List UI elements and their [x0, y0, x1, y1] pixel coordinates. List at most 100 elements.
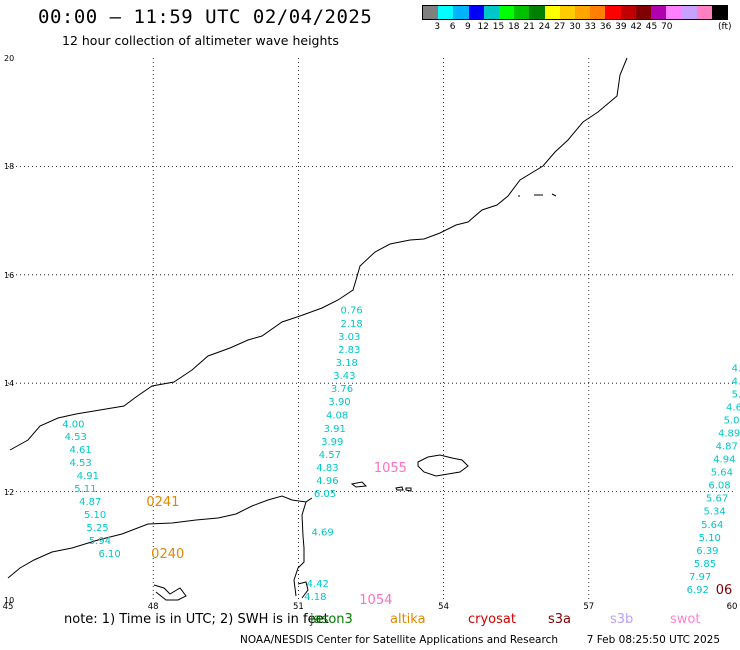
- colorbar-swatch: [544, 6, 560, 19]
- wave-height-value: 4.53: [69, 458, 91, 469]
- wave-height-value: 4.6: [726, 403, 740, 414]
- coastline-socotra: [417, 454, 469, 477]
- wave-height-value: 4.69: [311, 528, 333, 539]
- footer-credit-row: NOAA/NESDIS Center for Satellite Applica…: [240, 634, 720, 646]
- longitude-label: 45: [2, 602, 14, 612]
- colorbar-swatch: [468, 6, 484, 19]
- wave-height-value: 6.10: [99, 549, 121, 560]
- wave-height-value: 4.57: [319, 450, 341, 461]
- wave-height-value: 3.43: [333, 371, 355, 382]
- wave-height-value: 4.18: [304, 592, 326, 603]
- colorbar-swatch: [559, 6, 576, 19]
- longitude-label: 48: [147, 602, 159, 612]
- wave-height-value: 4.61: [69, 445, 91, 456]
- altimeter-tracks: 4.00 4.53 4.61 4.53 4.91 5.11 4.87 5.10 5.25 5.94…: [62, 305, 740, 603]
- wave-height-value: 5.64: [701, 520, 723, 531]
- colorbar-swatch: [605, 6, 621, 19]
- wave-height-value: 4.08: [326, 411, 348, 422]
- latitude-label: 14: [4, 379, 15, 389]
- wave-height-value: 4.96: [316, 476, 338, 487]
- colorbar-tick-label: 18: [508, 22, 520, 32]
- wave-height-value: 2.83: [338, 345, 360, 356]
- wave-height-value: 4.83: [316, 463, 338, 474]
- wave-height-value: 4.94: [713, 455, 735, 466]
- coastline: [7, 57, 628, 601]
- wave-height-value: 5.25: [86, 523, 108, 534]
- colorbar-swatch: [590, 6, 606, 19]
- colorbar-swatch: [681, 6, 697, 19]
- wave-height-value: 3.91: [324, 424, 346, 435]
- coastline-abd-al-kuri: [350, 481, 368, 488]
- coastline-islet-1: [395, 486, 404, 491]
- wave-height-value: 3.18: [336, 358, 358, 369]
- coastline-horn-of-africa: [7, 495, 313, 597]
- wave-height-value: 6.08: [708, 481, 730, 492]
- wave-height-value: 4.91: [77, 471, 99, 482]
- colorbar-swatch: [651, 6, 667, 19]
- map-subtitle: 12 hour collection of altimeter wave hei…: [62, 33, 339, 48]
- colorbar-swatch: [620, 6, 636, 19]
- colorbar-tick-label: 6: [449, 22, 456, 32]
- colorbar-tick-label: 36: [599, 22, 612, 32]
- satellite-legend-s3a: s3a: [548, 612, 572, 627]
- wave-height-value: 6.92: [687, 585, 709, 596]
- colorbar-swatch: [529, 6, 545, 19]
- longitude-label: 51: [292, 602, 304, 612]
- satellite-legend-cryosat: cryosat: [468, 612, 516, 627]
- latitude-label: 18: [4, 162, 15, 172]
- pass-time-label: 06: [716, 583, 733, 598]
- wave-height-value: 4.: [732, 363, 740, 374]
- wave-height-value: 4.42: [307, 579, 329, 590]
- colorbar-tick-label: 21: [523, 22, 535, 32]
- colorbar-swatch: [666, 6, 682, 19]
- pass-time-label: 1055: [374, 461, 407, 476]
- map-gridlines: [8, 58, 734, 600]
- wave-height-value: 5.10: [84, 510, 106, 521]
- satellite-legend-swot: swot: [670, 612, 701, 627]
- wave-height-value: 4.: [732, 376, 740, 387]
- colorbar-swatch: [696, 6, 712, 19]
- colorbar-tick-label: 42: [630, 22, 642, 32]
- wave-height-value: 3.76: [331, 384, 353, 395]
- colorbar-tick-label: 9: [465, 22, 471, 32]
- colorbar-unit: (ft): [718, 22, 732, 32]
- wave-height-colorbar: [422, 5, 728, 20]
- wave-height-value: 4.00: [62, 419, 84, 430]
- wave-height-value: 5.85: [694, 559, 716, 570]
- colorbar-tick-label: 12: [477, 22, 489, 32]
- wave-height-value: 4.89: [718, 429, 740, 440]
- satellite-legend-jason3: jason3: [310, 612, 353, 627]
- footer-credit: NOAA/NESDIS Center for Satellite Applica…: [240, 634, 558, 646]
- wave-height-value: 5.67: [706, 494, 728, 505]
- latitude-label: 20: [4, 54, 15, 63]
- colorbar-swatch: [575, 6, 591, 19]
- wave-height-value: 4.87: [716, 442, 738, 453]
- wave-height-value: 6.05: [314, 489, 336, 500]
- wave-height-value: 3.03: [338, 332, 360, 343]
- colorbar-tick-label: 39: [615, 22, 627, 32]
- wave-height-value: 5.10: [699, 533, 721, 544]
- wave-height-value: 5.64: [711, 468, 733, 479]
- colorbar-swatch: [514, 6, 530, 19]
- satellite-legend-altika: altika: [390, 612, 426, 627]
- coastline-kuria-muria: [518, 193, 557, 197]
- wave-height-value: 4.53: [65, 432, 87, 443]
- colorbar-swatch: [711, 6, 728, 19]
- wave-height-value: 3.99: [321, 437, 343, 448]
- colorbar-tick-labels: 3 6 9 12 15 18 21 24 27 30 33 36 39 42 45 70: [422, 22, 728, 34]
- footer-note: note: 1) Time is in UTC; 2) SWH is in fe…: [64, 612, 329, 627]
- wave-height-value: 5.0: [724, 416, 740, 427]
- colorbar-swatch: [483, 6, 500, 19]
- colorbar-tick-label: 70: [661, 22, 673, 32]
- colorbar-tick-label: 24: [538, 22, 551, 32]
- coastline-reef-south: [297, 581, 309, 599]
- colorbar-swatch: [499, 6, 515, 19]
- wave-height-value: 4.87: [79, 497, 101, 508]
- pass-time-label: 0240: [151, 547, 184, 562]
- longitude-label: 54: [438, 602, 450, 612]
- wave-height-value: 5.34: [704, 507, 726, 518]
- latitude-label: 10: [4, 596, 15, 605]
- wave-height-value: 3.90: [328, 397, 350, 408]
- wave-height-value: 0.76: [341, 305, 363, 316]
- satellite-legend-s3b: s3b: [610, 612, 634, 627]
